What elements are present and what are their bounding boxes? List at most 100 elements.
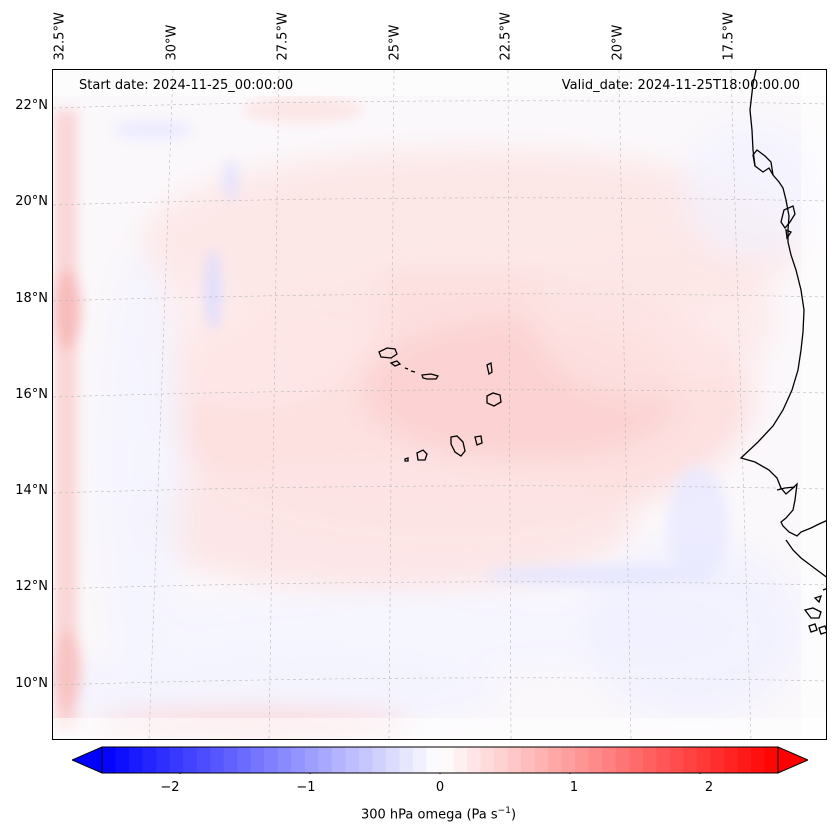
colorbar-cell: [291, 747, 306, 773]
colorbar-cell: [710, 747, 725, 773]
lat-label-14n: 14°N: [15, 483, 48, 498]
colorbar-cell: [440, 747, 455, 773]
coast-bijagos-5: [813, 594, 823, 604]
colorbar-cell: [385, 747, 401, 773]
colorbar-cell: [331, 747, 346, 773]
colorbar-cell: [142, 747, 157, 773]
colorbar-cell: [521, 747, 536, 773]
colorbar-cell: [453, 747, 468, 773]
cape-verde-islands: [378, 347, 502, 462]
colorbar-cell: [615, 747, 630, 773]
colorbar-cell: [467, 747, 482, 773]
omega-field-map: [53, 70, 826, 739]
colorbar-tick-marks: [179, 773, 701, 774]
parallel-14n: [53, 485, 826, 494]
meridian-22-5w: [507, 70, 512, 739]
coast-cap-blanc: [752, 149, 774, 176]
island-maio: [474, 435, 483, 446]
parallel-20n: [53, 197, 826, 206]
colorbar-cell: [723, 747, 739, 773]
coastline: [739, 70, 826, 635]
colorbar-tick-1: 1: [569, 780, 579, 795]
island-boa-vista: [486, 392, 502, 407]
coast-bijagos-4: [818, 625, 826, 635]
meridian-25w: [388, 70, 395, 739]
coast-guinea-bissau: [785, 539, 826, 578]
omega-edge-bands: [53, 98, 728, 730]
colorbar-cell: [426, 747, 441, 773]
colorbar-cell: [629, 747, 644, 773]
colorbar-cell: [548, 747, 563, 773]
colorbar-cell: [183, 747, 198, 773]
lat-label-22n: 22°N: [15, 98, 48, 113]
meridian-30w: [148, 70, 174, 739]
colorbar-cells: [102, 747, 779, 773]
map-panel[interactable]: [52, 69, 827, 740]
coast-bijagos-1: [803, 607, 822, 619]
colorbar-cell: [318, 747, 333, 773]
colorbar-cell: [304, 747, 319, 773]
island-santo-antao: [378, 347, 398, 359]
parallel-16n: [53, 389, 826, 398]
colorbar-cell: [237, 747, 252, 773]
colorbar-cell: [264, 747, 279, 773]
colorbar-cell: [764, 747, 779, 773]
colorbar-cell: [115, 747, 130, 773]
meridian-17-5w: [730, 70, 752, 739]
colorbar-cell: [345, 747, 360, 773]
meridian-20w: [618, 70, 632, 739]
island-sal: [486, 362, 493, 376]
lat-label-20n: 20°N: [15, 194, 48, 209]
coast-mauritania-senegal: [739, 70, 826, 537]
island-sao-nicolau: [421, 373, 440, 380]
colorbar-cell: [575, 747, 590, 773]
colorbar-cell: [399, 747, 414, 773]
colorbar-cell: [358, 747, 373, 773]
colorbar-cell: [412, 747, 428, 773]
domain-edge-bottom: [53, 718, 826, 739]
colorbar-cell: [534, 747, 549, 773]
colorbar-tick-neg1: −1: [296, 780, 316, 795]
colorbar: [72, 746, 808, 774]
island-sao-vicente: [389, 360, 402, 367]
colorbar-cell: [494, 747, 509, 773]
lon-label-22-5w: 22.5°W: [498, 12, 514, 61]
island-branco: [410, 370, 416, 373]
lon-label-32-5w: 32.5°W: [52, 12, 68, 61]
colorbar-cell: [169, 747, 184, 773]
colorbar-label: 300 hPa omega (Pa s−1): [360, 806, 517, 823]
island-santa-luzia: [404, 367, 409, 370]
meridian-27-5w: [268, 70, 280, 739]
coast-banc-arguin: [780, 205, 796, 240]
colorbar-cell: [102, 747, 117, 773]
colorbar-cell: [196, 747, 211, 773]
start-date-label: Start date: 2024-11-25_00:00:00: [79, 78, 294, 93]
parallel-12n: [53, 581, 826, 590]
colorbar-cell: [588, 747, 603, 773]
colorbar-cell: [372, 747, 387, 773]
colorbar-cell: [223, 747, 238, 773]
colorbar-cell: [737, 747, 752, 773]
valid-date-label: Valid_date: 2024-11-25T18:00:00.00: [561, 78, 800, 93]
colorbar-tick-0: 0: [435, 780, 445, 795]
colorbar-max-extend: [777, 746, 808, 774]
colorbar-cell: [642, 747, 657, 773]
parallel-18n: [53, 293, 826, 302]
coast-gambia: [776, 486, 796, 491]
parallel-10n: [53, 677, 826, 686]
colorbar-tick-2: 2: [704, 780, 714, 795]
colorbar-cell: [750, 747, 766, 773]
lon-label-30w: 30°W: [164, 24, 180, 61]
colorbar-cell: [480, 747, 495, 773]
domain-edge-top: [53, 70, 826, 96]
island-fogo: [416, 449, 428, 461]
coast-bijagos-2: [822, 588, 826, 591]
colorbar-cell: [250, 747, 265, 773]
colorbar-cell: [683, 747, 698, 773]
lat-label-10n: 10°N: [15, 676, 48, 691]
lon-label-20w: 20°W: [610, 24, 626, 61]
lon-label-25w: 25°W: [387, 24, 403, 61]
parallel-22n: [53, 100, 826, 109]
colorbar-cell: [656, 747, 671, 773]
colorbar-cell: [669, 747, 684, 773]
